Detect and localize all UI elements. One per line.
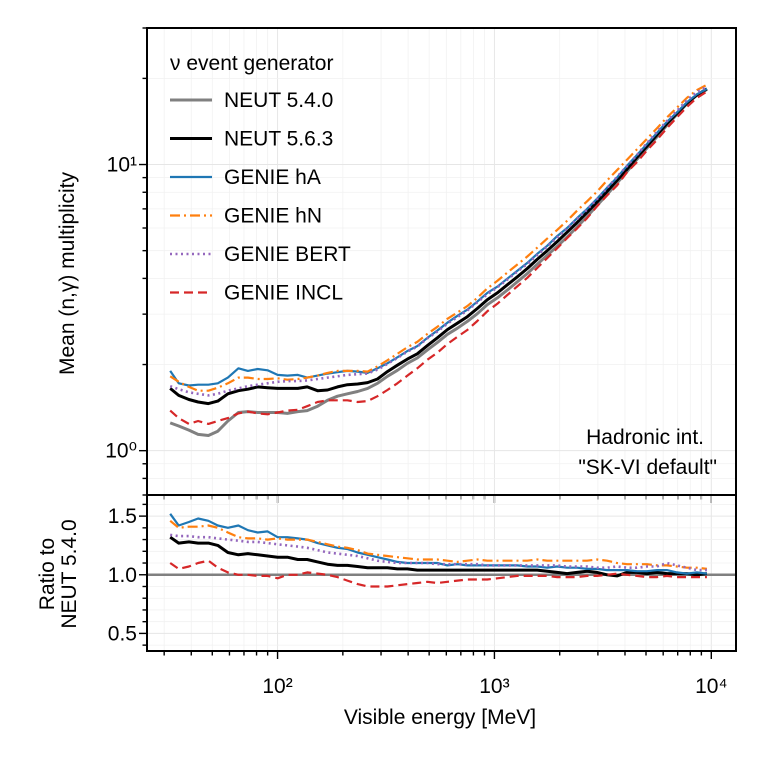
bottom-grid (147, 495, 736, 651)
bottom-series (147, 513, 736, 588)
bottom-panel-frame (146, 494, 737, 652)
multiplicity-series-neut-5-4-0 (169, 88, 708, 437)
bottom-ticks: 10² 10³ 10⁴ 0.5 1.0 1.5 (108, 503, 727, 698)
multiplicity-series-genie-ha (169, 87, 708, 387)
legend-entry-label: GENIE INCL (224, 282, 343, 305)
x-tick-label: 10² (262, 675, 292, 698)
multiplicity-series-genie-incl (169, 90, 708, 425)
top-y-axis-label: Mean (n,γ) multiplicity (56, 171, 79, 375)
annotation-line-2: "SK-VI default" (578, 456, 717, 479)
ratio-panel: 10² 10³ 10⁴ 0.5 1.0 1.5 Ratio to NEUT 5.4.0 V… (36, 494, 737, 729)
y-tick-label: 1.0 (108, 564, 137, 587)
bottom-y-axis-label-line-1: Ratio to (36, 538, 59, 610)
configuration-annotation: Hadronic int. "SK-VI default" (578, 426, 717, 479)
legend-entry-label: GENIE BERT (224, 243, 351, 266)
legend-entry-label: NEUT 5.4.0 (224, 89, 333, 112)
ratio-series-genie-hn (169, 519, 708, 570)
legend-entry-label: NEUT 5.6.3 (224, 128, 333, 151)
multiplicity-series-neut-5-6-3 (169, 87, 708, 406)
multiplicity-panel: 10⁰ 10¹ Mean (n,γ) multiplicity ν event g… (56, 27, 737, 503)
y-tick-label: 10⁰ (105, 440, 137, 463)
legend: ν event generator NEUT 5.4.0 NEUT 5.6.3 GE… (170, 52, 351, 305)
top-series (169, 83, 708, 437)
x-tick-label: 10³ (479, 675, 509, 698)
multiplicity-series-genie-bert (169, 85, 708, 397)
y-tick-label: 0.5 (108, 622, 137, 645)
x-axis-label: Visible energy [MeV] (344, 706, 536, 729)
y-tick-label: 10¹ (107, 154, 137, 177)
top-grid (147, 27, 736, 496)
bottom-y-axis-label-line-2: NEUT 5.4.0 (58, 519, 81, 628)
y-tick-label: 1.5 (108, 505, 137, 528)
multiplicity-series-genie-hn (169, 83, 708, 392)
ratio-series-neut-5-6-3 (169, 535, 708, 578)
legend-entry-label: GENIE hN (224, 205, 322, 228)
legend-entry-label: GENIE hA (224, 166, 321, 189)
x-tick-label: 10⁴ (695, 675, 727, 698)
legend-title: ν event generator (170, 52, 333, 75)
annotation-line-1: Hadronic int. (586, 426, 704, 449)
ratio-series-genie-ha (169, 513, 708, 575)
